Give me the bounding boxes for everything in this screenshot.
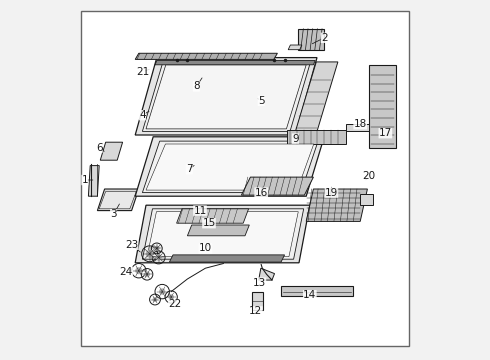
Text: 15: 15 — [202, 218, 216, 228]
Circle shape — [136, 267, 142, 274]
Polygon shape — [259, 268, 274, 280]
Circle shape — [169, 294, 173, 300]
Polygon shape — [88, 166, 99, 196]
Polygon shape — [147, 212, 298, 257]
Circle shape — [153, 297, 157, 302]
Polygon shape — [295, 62, 338, 131]
Circle shape — [145, 272, 149, 277]
Polygon shape — [288, 45, 302, 50]
Circle shape — [146, 250, 153, 257]
Text: 18: 18 — [354, 119, 367, 129]
Polygon shape — [146, 144, 314, 190]
Polygon shape — [146, 65, 306, 129]
Text: 14: 14 — [303, 290, 317, 300]
Polygon shape — [135, 205, 310, 263]
Circle shape — [154, 246, 159, 251]
Polygon shape — [135, 53, 277, 59]
Polygon shape — [369, 65, 396, 148]
Text: 24: 24 — [120, 267, 133, 277]
Polygon shape — [99, 192, 136, 209]
Text: 7: 7 — [186, 164, 193, 174]
Text: 17: 17 — [379, 128, 392, 138]
Text: 19: 19 — [325, 188, 338, 198]
Polygon shape — [135, 58, 317, 135]
Polygon shape — [346, 124, 369, 131]
Text: 13: 13 — [253, 278, 266, 288]
Polygon shape — [281, 286, 353, 296]
Text: 10: 10 — [199, 243, 212, 253]
Text: 20: 20 — [363, 171, 376, 181]
Text: 3: 3 — [110, 209, 117, 219]
Polygon shape — [135, 137, 324, 196]
Polygon shape — [98, 189, 139, 211]
Text: 6: 6 — [96, 143, 102, 153]
Polygon shape — [176, 209, 248, 223]
Text: 22: 22 — [168, 299, 181, 309]
Polygon shape — [252, 292, 263, 310]
Text: 1: 1 — [81, 175, 88, 185]
Text: 11: 11 — [194, 206, 207, 216]
Polygon shape — [242, 177, 314, 195]
Circle shape — [159, 289, 165, 294]
Text: 2: 2 — [321, 33, 327, 43]
Polygon shape — [306, 189, 368, 221]
Circle shape — [156, 255, 162, 260]
Polygon shape — [143, 141, 318, 193]
Polygon shape — [298, 29, 324, 50]
Text: 5: 5 — [258, 96, 265, 106]
Polygon shape — [170, 255, 285, 262]
Polygon shape — [143, 62, 311, 131]
Text: 9: 9 — [292, 134, 299, 144]
Polygon shape — [155, 60, 315, 65]
Text: 12: 12 — [249, 306, 263, 316]
Polygon shape — [100, 142, 122, 160]
Text: 16: 16 — [255, 188, 268, 198]
Text: 4: 4 — [139, 110, 146, 120]
Text: 21: 21 — [136, 67, 149, 77]
Polygon shape — [187, 225, 249, 236]
Polygon shape — [360, 194, 373, 205]
Polygon shape — [288, 130, 346, 144]
Text: 8: 8 — [193, 81, 200, 91]
Text: 23: 23 — [125, 240, 138, 250]
Polygon shape — [143, 209, 304, 259]
